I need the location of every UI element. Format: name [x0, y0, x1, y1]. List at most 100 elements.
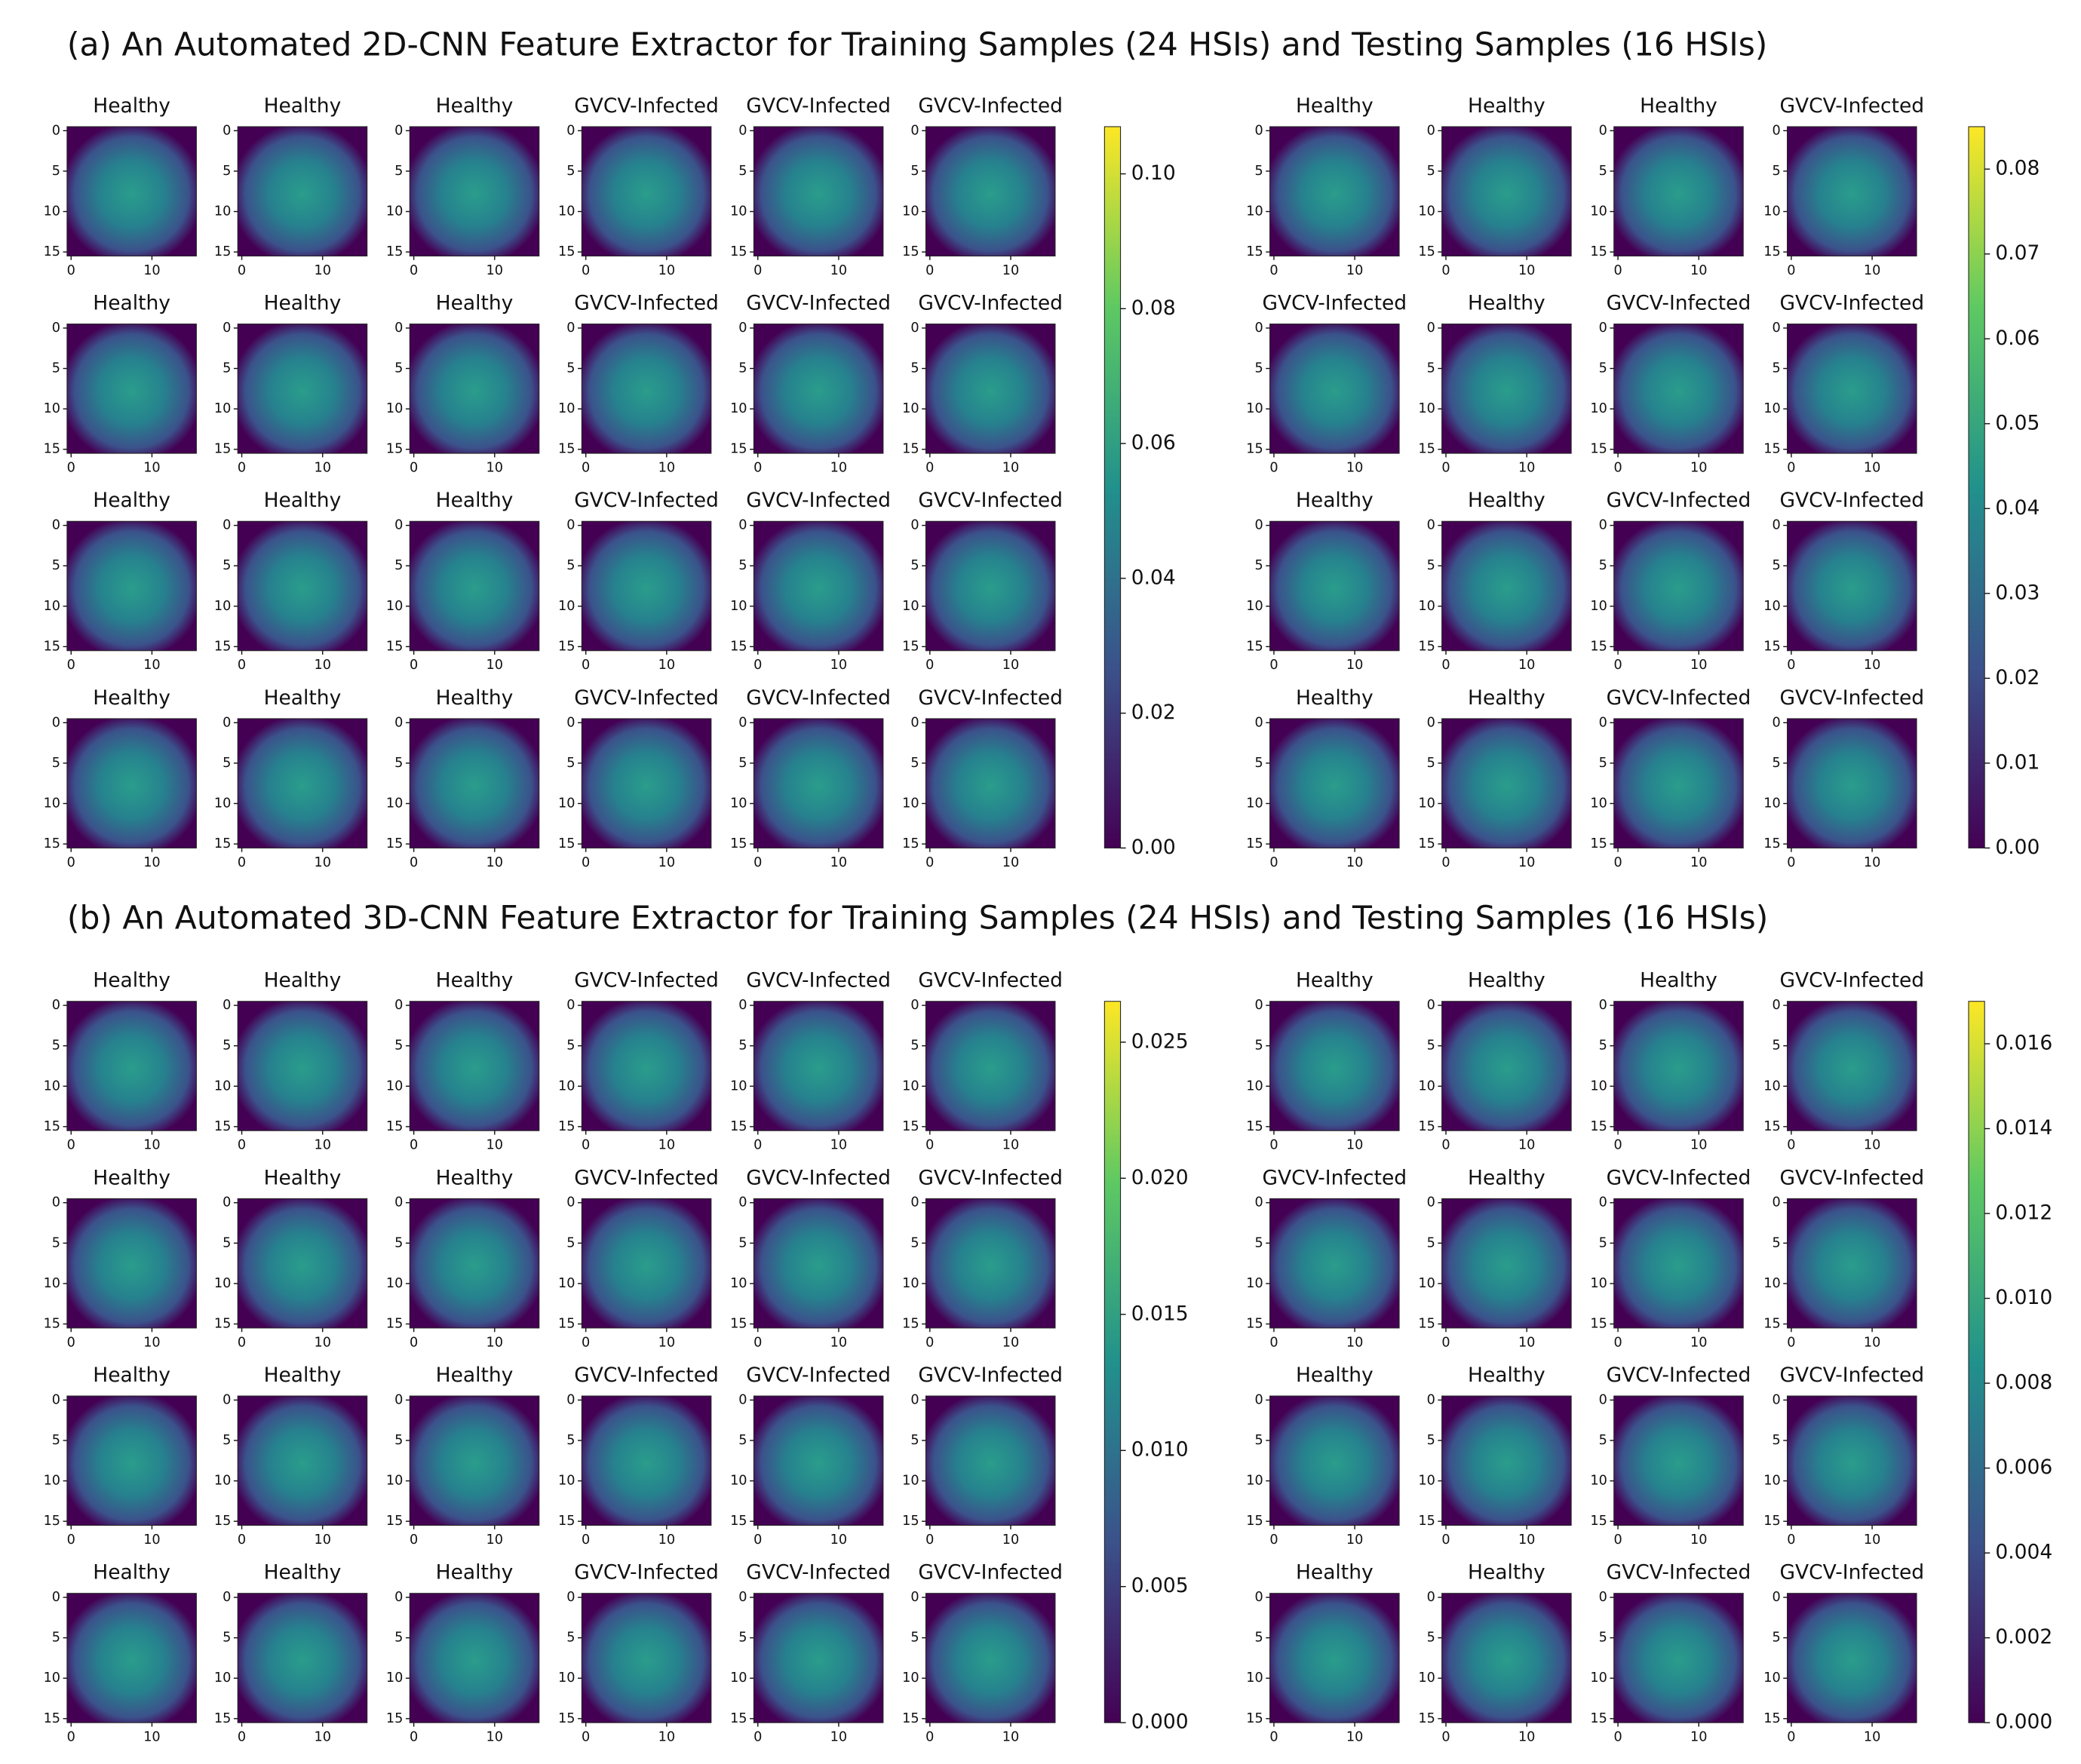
- y-tick-label: 10: [1418, 599, 1435, 614]
- y-tick-label: 15: [44, 442, 60, 457]
- y-tick-label: 10: [902, 796, 919, 811]
- panel-title: GVCV-Infected: [1607, 292, 1751, 315]
- panel-title: Healthy: [264, 94, 342, 118]
- y-tick-label: 5: [566, 558, 575, 573]
- y-tick-label: 10: [44, 1078, 60, 1094]
- y-tick-label: 5: [1772, 756, 1780, 771]
- y-tick-label: 0: [1772, 1195, 1780, 1210]
- y-tick-label: 5: [738, 361, 747, 376]
- y-tick-label: 0: [1427, 1590, 1435, 1605]
- y-tick-label: 0: [1427, 518, 1435, 533]
- y-tick-label: 10: [1246, 1670, 1263, 1686]
- panel-title: Healthy: [264, 489, 342, 512]
- x-tick-label: 0: [67, 263, 75, 278]
- x-tick-label: 10: [1346, 855, 1363, 870]
- x-tick-label: 0: [1441, 1730, 1450, 1745]
- colorbar: [1103, 126, 1122, 848]
- heatmap: [753, 1001, 884, 1131]
- y-tick-label: 0: [52, 1590, 60, 1605]
- x-tick-label: 0: [754, 1532, 762, 1548]
- x-tick-label: 0: [67, 1730, 75, 1745]
- y-tick-label: 10: [1763, 796, 1780, 811]
- panel-title: Healthy: [1296, 94, 1374, 118]
- y-tick-label: 5: [738, 756, 747, 771]
- x-tick-label: 0: [754, 855, 762, 870]
- y-tick-label: 0: [223, 715, 231, 730]
- colorbar-tick-label: 0.02: [1131, 701, 1176, 724]
- colorbar-tick-label: 0.014: [1995, 1116, 2052, 1140]
- x-tick-label: 0: [1269, 1138, 1278, 1153]
- y-tick-label: 10: [902, 204, 919, 219]
- y-tick-label: 5: [52, 1631, 60, 1646]
- y-tick-label: 15: [44, 836, 60, 851]
- colorbar-tick-label: 0.10: [1131, 161, 1176, 185]
- y-tick-label: 0: [1599, 1590, 1607, 1605]
- y-tick-label: 5: [910, 1038, 919, 1054]
- heatmap: [66, 126, 197, 256]
- x-tick-label: 0: [582, 1730, 590, 1745]
- colorbar-tick-label: 0.020: [1131, 1166, 1189, 1189]
- y-tick-label: 5: [52, 164, 60, 179]
- panel-title: GVCV-Infected: [746, 1561, 891, 1585]
- x-tick-label: 10: [1346, 1532, 1363, 1548]
- panel-title: GVCV-Infected: [574, 1561, 719, 1585]
- panel-title: Healthy: [93, 1166, 170, 1189]
- y-tick-label: 10: [902, 1078, 919, 1094]
- y-tick-label: 5: [1599, 1433, 1607, 1448]
- colorbar-tick-label: 0.00: [1995, 836, 2040, 859]
- heatmap: [1613, 1593, 1744, 1723]
- heatmap: [1441, 1593, 1572, 1723]
- y-tick-label: 5: [52, 361, 60, 376]
- y-tick-label: 5: [1427, 1038, 1435, 1054]
- x-tick-label: 0: [67, 461, 75, 476]
- y-tick-label: 5: [394, 1631, 403, 1646]
- colorbar-tick-label: 0.006: [1995, 1456, 2052, 1479]
- y-tick-label: 15: [1590, 442, 1607, 457]
- colorbar-tick-label: 0.07: [1995, 241, 2040, 265]
- x-tick-label: 0: [1613, 1532, 1622, 1548]
- x-tick-label: 0: [1441, 461, 1450, 476]
- x-tick-label: 10: [1002, 461, 1019, 476]
- y-tick-label: 0: [566, 998, 575, 1013]
- y-tick-label: 15: [1763, 442, 1780, 457]
- heatmap: [1787, 520, 1917, 652]
- heatmap: [1269, 1198, 1400, 1329]
- y-tick-label: 10: [1590, 1474, 1607, 1489]
- y-tick-label: 15: [386, 1317, 403, 1332]
- heatmap: [1269, 324, 1400, 454]
- y-tick-label: 10: [44, 1474, 60, 1489]
- y-tick-label: 15: [558, 1711, 575, 1726]
- y-tick-label: 10: [214, 1474, 231, 1489]
- y-tick-label: 15: [902, 1514, 919, 1529]
- panel-title: Healthy: [264, 969, 342, 992]
- y-tick-label: 15: [902, 244, 919, 259]
- y-tick-label: 10: [214, 1670, 231, 1686]
- x-tick-label: 0: [1787, 461, 1795, 476]
- y-tick-label: 0: [1599, 1195, 1607, 1210]
- y-tick-label: 0: [910, 1392, 919, 1407]
- x-tick-label: 10: [1002, 1730, 1019, 1745]
- y-tick-label: 0: [52, 518, 60, 533]
- y-tick-label: 0: [1772, 1392, 1780, 1407]
- panel-title: Healthy: [436, 489, 514, 512]
- x-tick-label: 0: [925, 658, 934, 673]
- y-tick-label: 15: [1246, 1317, 1263, 1332]
- panel-title: GVCV-Infected: [1263, 1166, 1407, 1189]
- y-tick-label: 0: [1772, 715, 1780, 730]
- heatmap: [409, 1001, 540, 1131]
- x-tick-label: 0: [238, 658, 246, 673]
- y-tick-label: 10: [1418, 204, 1435, 219]
- heatmap: [66, 1001, 197, 1131]
- x-tick-label: 10: [1690, 855, 1707, 870]
- x-tick-label: 0: [1441, 1335, 1450, 1350]
- x-tick-label: 10: [1518, 1532, 1535, 1548]
- x-tick-label: 0: [1269, 461, 1278, 476]
- y-tick-label: 15: [44, 244, 60, 259]
- y-tick-label: 15: [214, 639, 231, 654]
- y-tick-label: 0: [223, 518, 231, 533]
- panel-title: GVCV-Infected: [1779, 969, 1924, 992]
- x-tick-label: 0: [410, 1730, 418, 1745]
- x-tick-label: 0: [67, 1335, 75, 1350]
- y-tick-label: 15: [1590, 1119, 1607, 1134]
- y-tick-label: 0: [1772, 998, 1780, 1013]
